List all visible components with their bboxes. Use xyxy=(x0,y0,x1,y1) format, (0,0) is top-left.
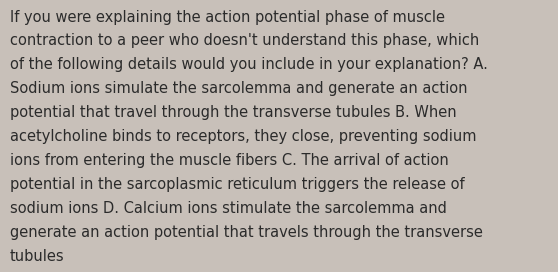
Text: ions from entering the muscle fibers C. The arrival of action: ions from entering the muscle fibers C. … xyxy=(10,153,449,168)
Text: potential that travel through the transverse tubules B. When: potential that travel through the transv… xyxy=(10,105,456,120)
Text: Sodium ions simulate the sarcolemma and generate an action: Sodium ions simulate the sarcolemma and … xyxy=(10,81,468,96)
Text: potential in the sarcoplasmic reticulum triggers the release of: potential in the sarcoplasmic reticulum … xyxy=(10,177,465,192)
Text: tubules: tubules xyxy=(10,249,65,264)
Text: acetylcholine binds to receptors, they close, preventing sodium: acetylcholine binds to receptors, they c… xyxy=(10,129,477,144)
Text: generate an action potential that travels through the transverse: generate an action potential that travel… xyxy=(10,225,483,240)
Text: sodium ions D. Calcium ions stimulate the sarcolemma and: sodium ions D. Calcium ions stimulate th… xyxy=(10,201,447,216)
Text: contraction to a peer who doesn't understand this phase, which: contraction to a peer who doesn't unders… xyxy=(10,33,479,48)
Text: of the following details would you include in your explanation? A.: of the following details would you inclu… xyxy=(10,57,488,72)
Text: If you were explaining the action potential phase of muscle: If you were explaining the action potent… xyxy=(10,10,445,24)
